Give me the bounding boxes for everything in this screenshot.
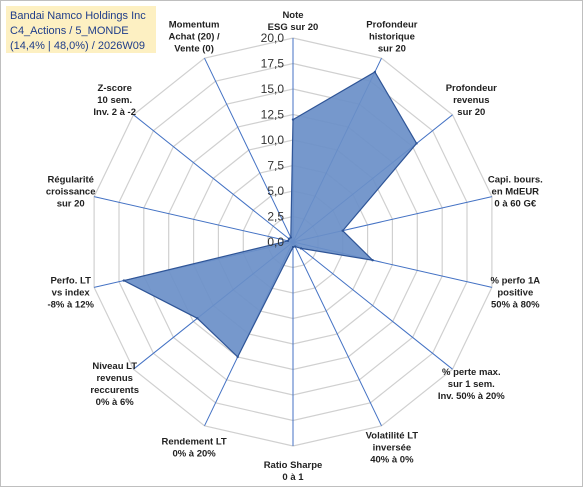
- chart-title-box: Bandai Namco Holdings Inc C4_Actions / 5…: [6, 6, 156, 53]
- axis-label-0: Note ESG sur 20: [268, 10, 319, 33]
- axis-label-9-line-2: reccurents: [90, 385, 139, 396]
- radar-point-1: [373, 70, 377, 74]
- radar-point-13: [289, 236, 292, 239]
- axis-label-3-line-1: en MdEUR: [492, 186, 540, 197]
- axis-label-8-line-0: Rendement LT: [161, 436, 226, 447]
- axis-label-7-line-1: 0 à 1: [282, 472, 304, 483]
- tick-label-8: 20,0: [261, 31, 285, 45]
- axis-label-9-line-3: 0% à 6%: [96, 397, 135, 408]
- axis-label-13: Momentum Achat (20) / Vente (0): [168, 20, 220, 55]
- axis-label-9-line-1: revenus: [96, 373, 132, 384]
- axis-label-1-line-2: sur 20: [378, 44, 406, 55]
- radar-point-6: [294, 245, 297, 248]
- axis-label-1-line-0: Profondeur: [366, 20, 417, 31]
- axis-label-1-line-1: historique: [369, 32, 415, 43]
- axis-label-13-line-1: Achat (20) /: [168, 32, 220, 43]
- axis-label-5-line-1: sur 1 sem.: [448, 379, 495, 390]
- radar-tick-labels: 0,0 2,5 5,0 7,5 10,0 12,5 15,0 17,5 20,0: [261, 31, 285, 249]
- chart-title-line-2: C4_Actions / 5_MONDE: [10, 25, 129, 37]
- radar-point-5: [299, 247, 303, 250]
- axis-label-12-line-1: 10 sem.: [97, 95, 132, 106]
- axis-label-3-line-0: Capi. bours.: [488, 174, 543, 185]
- axis-label-11-line-2: sur 20: [57, 198, 85, 209]
- radar-spoke-12: [133, 114, 294, 243]
- axis-label-7: Ratio Sharpe 0 à 1: [264, 460, 323, 483]
- axis-label-6-line-1: inversée: [373, 442, 412, 453]
- tick-label-5: 12,5: [261, 108, 285, 122]
- radar-point-0: [291, 118, 295, 121]
- axis-label-12: Z-score 10 sem. Inv. 2 à -2: [93, 83, 136, 118]
- axis-label-3: Capi. bours. en MdEUR 0 à 60 G€: [488, 174, 543, 209]
- radar-point-7: [291, 245, 295, 249]
- tick-label-6: 15,0: [261, 82, 285, 96]
- radar-point-11: [286, 239, 290, 243]
- tick-label-0: 0,0: [267, 235, 284, 249]
- axis-label-7-line-0: Ratio Sharpe: [264, 460, 323, 471]
- axis-label-8-line-1: 0% à 20%: [172, 448, 216, 459]
- axis-label-6-line-0: Volatilité LT: [366, 430, 419, 441]
- axis-label-9-line-0: Niveau LT: [92, 361, 137, 372]
- radar-point-3: [341, 229, 344, 232]
- axis-label-12-line-2: Inv. 2 à -2: [93, 107, 136, 118]
- radar-axis-labels: Note ESG sur 20 Profondeur historique sur 20…: [46, 10, 543, 483]
- axis-label-4-line-1: positive: [497, 288, 533, 299]
- tick-label-7: 17,5: [261, 57, 285, 71]
- tick-label-2: 5,0: [267, 184, 284, 198]
- radar-point-2: [415, 142, 418, 145]
- axis-label-5-line-2: Inv. 50% à 20%: [438, 391, 505, 402]
- chart-title-line-3: (14,4% | 48,0%) / 2026W09: [10, 40, 145, 52]
- chart-title-line-1: Bandai Namco Holdings Inc: [10, 10, 146, 22]
- axis-label-11-line-1: croissance: [46, 186, 96, 197]
- axis-label-2-line-2: sur 20: [457, 107, 485, 118]
- axis-label-0-line-1: ESG sur 20: [268, 22, 319, 33]
- radar-spoke-6: [292, 241, 382, 427]
- tick-label-3: 7,5: [267, 159, 284, 173]
- axis-label-11-line-0: Régularité: [47, 174, 93, 185]
- radar-point-12: [287, 237, 291, 240]
- axis-label-10-line-1: vs index: [52, 288, 91, 299]
- radar-spoke-11: [93, 196, 294, 243]
- radar-point-9: [196, 317, 199, 320]
- axis-label-13-line-0: Momentum: [169, 20, 220, 31]
- axis-label-9: Niveau LT revenus reccurents 0% à 6%: [90, 361, 139, 408]
- axis-label-2-line-0: Profondeur: [446, 83, 497, 94]
- axis-label-13-line-2: Vente (0): [174, 44, 214, 55]
- axis-label-4-line-0: % perfo 1A: [490, 276, 540, 287]
- axis-label-2-line-1: revenus: [453, 95, 489, 106]
- axis-label-11: Régularité croissance sur 20: [46, 174, 96, 209]
- radar-spoke-5: [292, 241, 453, 370]
- radar-data-series: [122, 70, 418, 359]
- axis-label-8: Rendement LT 0% à 20%: [161, 436, 226, 459]
- axis-label-4: % perfo 1A positive 50% à 80%: [490, 276, 540, 311]
- axis-label-0-line-0: Note: [282, 10, 303, 21]
- radar-point-8: [236, 355, 239, 359]
- axis-label-4-line-2: 50% à 80%: [491, 300, 540, 311]
- radar-point-4: [371, 259, 374, 262]
- tick-label-1: 2,5: [267, 210, 284, 224]
- axis-label-3-line-2: 0 à 60 G€: [494, 198, 536, 209]
- axis-label-1: Profondeur historique sur 20: [366, 20, 417, 55]
- tick-label-4: 10,0: [261, 133, 285, 147]
- axis-label-10-line-0: Perfo. LT: [50, 276, 91, 287]
- axis-label-10: Perfo. LT vs index -8% à 12%: [47, 276, 94, 311]
- radar-point-10: [122, 279, 126, 282]
- axis-label-2: Profondeur revenus sur 20: [446, 83, 497, 118]
- axis-label-5-line-0: % perte max.: [442, 367, 501, 378]
- radar-spoke-13: [204, 57, 294, 243]
- axis-label-6-line-2: 40% à 0%: [370, 454, 414, 465]
- axis-label-12-line-0: Z-score: [98, 83, 132, 94]
- axis-label-6: Volatilité LT inversée 40% à 0%: [366, 430, 419, 465]
- axis-label-10-line-2: -8% à 12%: [47, 300, 94, 311]
- axis-label-5: % perte max. sur 1 sem. Inv. 50% à 20%: [438, 367, 505, 402]
